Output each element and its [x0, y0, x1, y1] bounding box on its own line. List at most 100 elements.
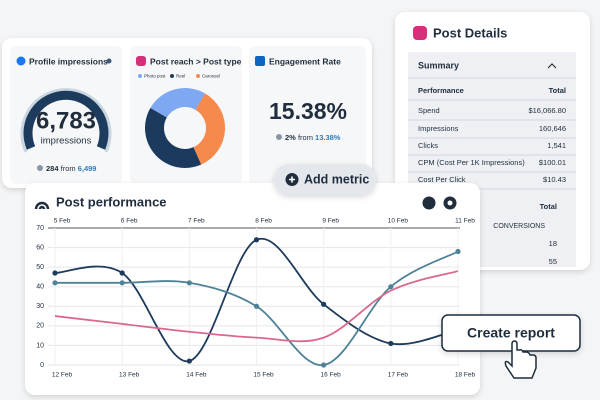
table-header: Performance: [418, 86, 464, 95]
y-tick-label: 0: [40, 362, 44, 369]
x-tick-label: 15 Feb: [253, 372, 274, 379]
table-rows: Spend $16,066.80 Impressions 160,646 Clicks 1…: [408, 106, 576, 190]
x-tick-label: 12 Feb: [52, 372, 73, 379]
table-cell: $10.43: [543, 175, 566, 184]
table-cell: Cost Per Click: [418, 175, 466, 184]
collapse-icon[interactable]: [547, 63, 557, 69]
status-dot: [106, 58, 112, 64]
x-tick-label: 18 Feb: [455, 372, 476, 379]
point-marker: [388, 284, 394, 290]
legend-label: Reel: [176, 74, 185, 79]
x2-tick-label: 8 Feb: [255, 218, 272, 225]
settings-glyph: [447, 200, 453, 206]
trend-icon: [276, 134, 282, 140]
table-cell: Spend: [418, 106, 440, 115]
button-label[interactable]: Add metric: [304, 172, 369, 186]
point-marker: [186, 358, 192, 364]
y-tick-label: 40: [36, 284, 44, 291]
table-cell: 18: [549, 239, 557, 248]
plus-glyph: [289, 176, 295, 183]
point-marker: [52, 270, 58, 276]
table-cell: CPM (Cost Per 1K Impressions): [418, 158, 525, 167]
button-label[interactable]: Create report: [467, 325, 555, 341]
point-marker: [52, 280, 58, 286]
button-bg[interactable]: [274, 164, 376, 195]
donut-slice: [193, 93, 225, 165]
table-cell: Clicks: [418, 141, 438, 150]
logo: [34, 201, 50, 210]
metric-change: 2% from 13.38%: [285, 133, 341, 142]
legend-swatch: [170, 74, 174, 78]
trend-icon: [37, 165, 43, 171]
card: [10, 46, 122, 184]
legend-swatch: [196, 74, 200, 78]
y-tick-label: 10: [36, 342, 44, 349]
metric-change: 284 from 6,499: [46, 164, 96, 173]
table-cell: 55: [549, 257, 557, 266]
add-metric-button[interactable]: Add metric: [274, 164, 376, 195]
x-tick-label: 16 Feb: [321, 372, 342, 379]
point-marker: [253, 303, 260, 309]
card-title: Profile impressions: [29, 56, 108, 66]
chart-title: Post performance: [56, 194, 167, 209]
line-chart: 0 10 20 30 40 50 60 70 12 Feb 13 Feb 14 Feb 15 Feb 1…: [36, 218, 475, 379]
point-marker: [321, 301, 327, 307]
legend-label: Carousel: [202, 74, 220, 79]
x2-tick-label: 6 Feb: [121, 218, 138, 225]
card-title: Post reach > Post type: [150, 56, 242, 66]
metric-value: 6,783: [36, 107, 96, 134]
donut-slice: [150, 88, 205, 118]
instagram-icon: [413, 26, 427, 40]
donut-chart: Photo post Reel Carousel: [138, 74, 225, 169]
x2-tick-label: 11 Feb: [455, 218, 475, 225]
legend-label: Photo post: [144, 74, 166, 79]
table-cell: Impressions: [418, 124, 459, 133]
table-cell: 1,541: [547, 141, 566, 150]
card-title: Engagement Rate: [269, 56, 341, 66]
point-marker: [388, 340, 394, 347]
point-marker: [321, 362, 327, 368]
y-tick-label: 50: [36, 264, 44, 271]
y-tick-label: 60: [36, 244, 44, 251]
x2-tick-label: 7 Feb: [188, 218, 205, 225]
x-tick-label: 14 Feb: [186, 372, 207, 379]
facebook-icon: [16, 56, 26, 66]
table-header: Total: [540, 202, 557, 211]
table-cell: $100.01: [539, 158, 566, 167]
legend-swatch: [138, 74, 142, 78]
gauge-arc: [23, 90, 109, 150]
point-marker: [455, 248, 461, 255]
x2-tick-label: 5 Feb: [54, 218, 71, 225]
series-line: [54, 270, 459, 343]
y-tick-label: 20: [36, 323, 44, 330]
linkedin-icon: [255, 56, 265, 66]
point-marker: [119, 280, 125, 286]
card: [249, 46, 366, 184]
y-tick-label: 30: [36, 303, 44, 310]
metric-value: 15.38%: [269, 98, 347, 124]
x2-tick-label: 10 Feb: [388, 218, 409, 225]
gauge-outer: [20, 88, 112, 153]
button-bg[interactable]: [441, 314, 581, 352]
performance-card: [25, 183, 480, 395]
series-line: [54, 237, 459, 363]
x2-tick-label: 9 Feb: [322, 218, 339, 225]
donut-slice: [144, 108, 202, 169]
create-report-button[interactable]: Create report: [441, 314, 581, 352]
table-cell: 160,646: [539, 124, 566, 133]
section-title: Summary: [418, 60, 459, 70]
panel-title: Post Details: [433, 25, 507, 40]
metric-unit: impressions: [41, 136, 92, 147]
y-tick-label: 70: [36, 225, 44, 232]
hand-cursor: [504, 340, 537, 379]
point-marker: [119, 270, 125, 276]
table-header: Total: [549, 86, 566, 95]
table-cell: $16,066.80: [528, 106, 566, 115]
instagram-icon: [136, 56, 146, 66]
help-button[interactable]: [422, 196, 436, 210]
point-marker: [186, 280, 192, 286]
x-tick-label: 17 Feb: [388, 372, 409, 379]
x-tick-label: 13 Feb: [119, 372, 140, 379]
table-cell: CONVERSIONS: [493, 223, 545, 230]
